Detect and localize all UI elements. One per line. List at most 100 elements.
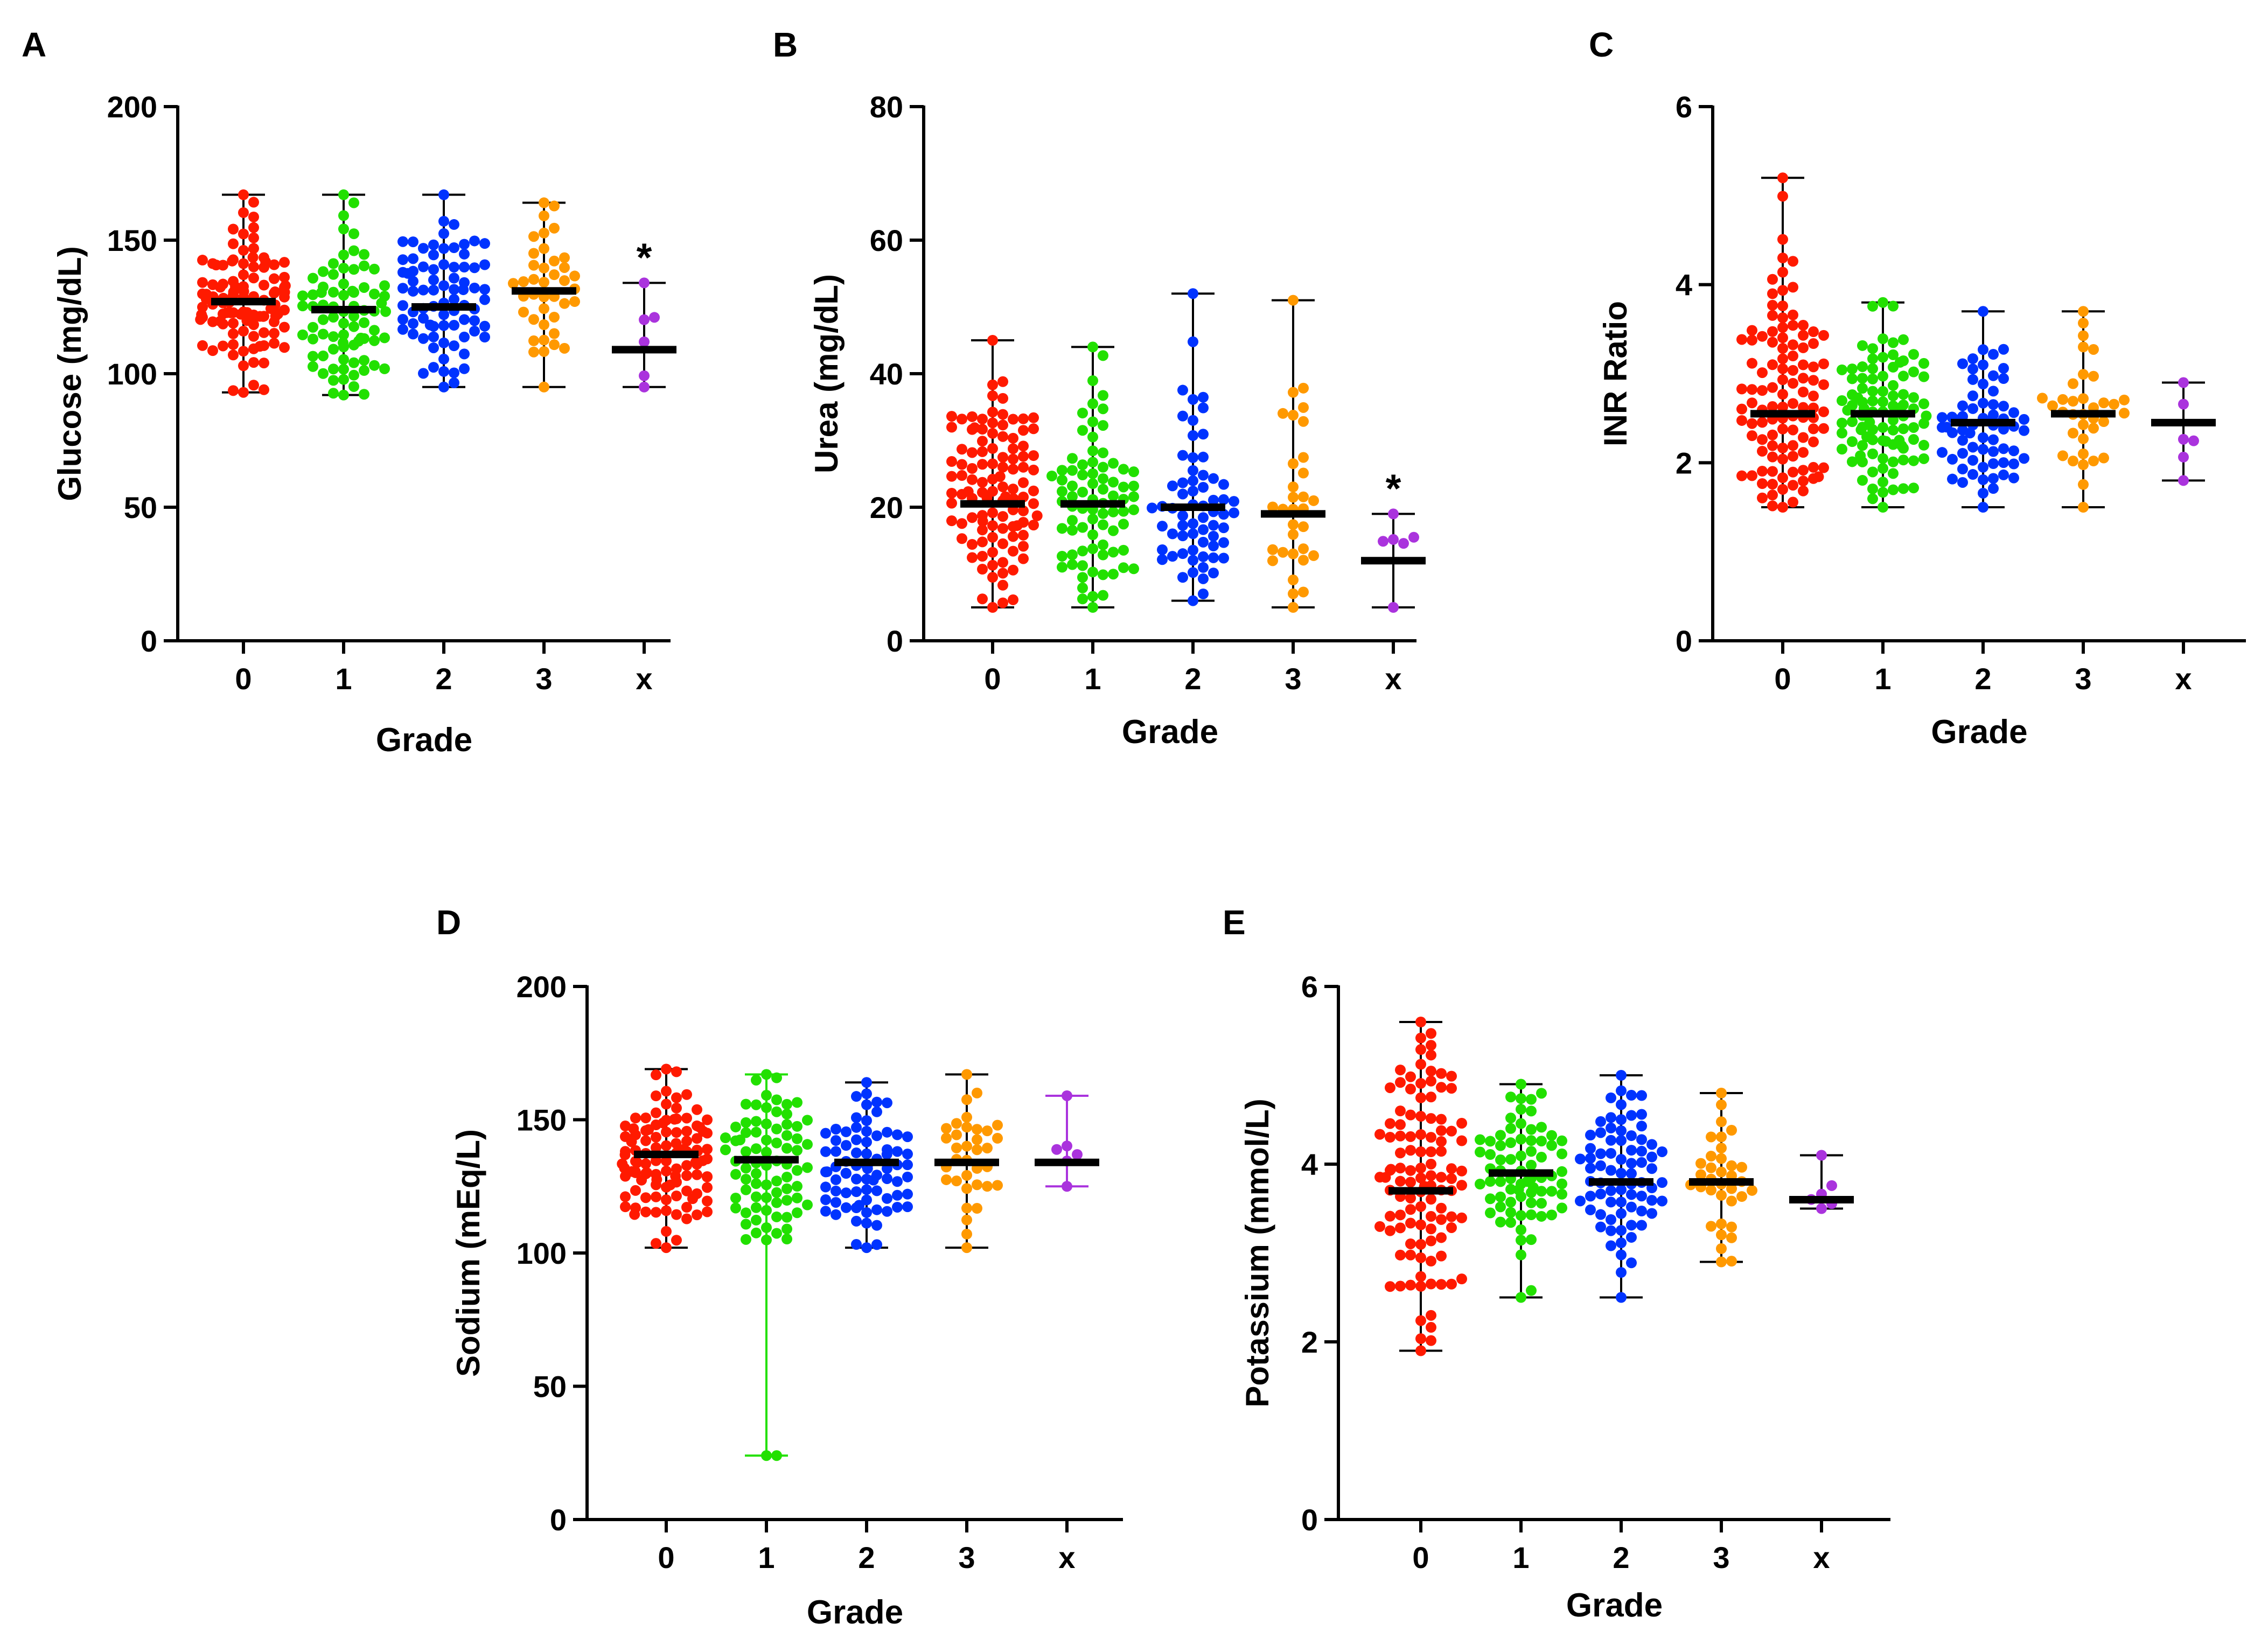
data-point	[2178, 398, 2189, 410]
data-point	[961, 1202, 972, 1214]
data-point	[730, 1192, 741, 1203]
data-point	[1777, 353, 1788, 365]
data-point	[977, 593, 988, 605]
data-point	[338, 363, 349, 375]
data-point	[1788, 480, 1798, 491]
data-point	[1767, 274, 1778, 285]
data-point	[379, 280, 390, 291]
data-point	[2119, 394, 2130, 405]
data-point	[1767, 310, 1778, 321]
data-point	[1855, 424, 1867, 436]
data-point	[861, 1115, 872, 1126]
data-point	[761, 1069, 772, 1080]
data-point	[1864, 417, 1875, 428]
y-tick-label: 50	[124, 491, 157, 524]
data-point	[751, 1178, 762, 1189]
data-point	[248, 232, 259, 243]
data-point	[211, 260, 222, 271]
data-point	[539, 346, 549, 357]
data-point	[1888, 424, 1899, 436]
data-point	[831, 1174, 841, 1185]
data-point	[669, 1114, 680, 1125]
data-point	[347, 285, 358, 297]
data-point	[961, 1228, 972, 1240]
data-point	[1077, 522, 1088, 533]
data-point	[1526, 1146, 1537, 1157]
data-point	[977, 524, 988, 536]
data-point	[1475, 1146, 1485, 1158]
data-point	[1888, 380, 1899, 391]
data-point	[1777, 191, 1788, 202]
data-point	[1616, 1196, 1627, 1208]
data-point	[1198, 524, 1209, 535]
data-point	[892, 1146, 903, 1157]
data-point	[1077, 572, 1088, 583]
data-point	[1616, 1070, 1627, 1081]
data-point	[1908, 349, 1919, 360]
data-point	[1446, 1163, 1457, 1174]
data-point	[238, 286, 249, 297]
data-point	[348, 357, 359, 368]
data-point	[882, 1097, 892, 1109]
data-point	[1777, 472, 1788, 484]
data-point	[987, 531, 998, 543]
data-point	[1878, 386, 1888, 397]
data-point	[2008, 407, 2019, 418]
data-point	[1208, 540, 1219, 551]
data-point	[1188, 465, 1198, 476]
data-point	[2008, 458, 2019, 470]
data-point	[871, 1204, 882, 1215]
data-point	[1018, 451, 1029, 462]
data-point	[1798, 485, 1809, 496]
data-point	[1436, 1279, 1447, 1290]
data-point	[720, 1144, 731, 1156]
data-point	[1536, 1210, 1547, 1222]
data-point	[1028, 423, 1039, 435]
data-point	[1716, 1153, 1727, 1164]
series-grade-1	[1837, 297, 1932, 513]
data-point	[972, 1124, 982, 1135]
x-tick-label: x	[2175, 662, 2192, 696]
data-point	[1867, 363, 1878, 374]
series-grade-1	[297, 189, 391, 401]
data-point	[792, 1121, 802, 1132]
data-point	[1288, 588, 1299, 599]
data-point	[658, 1117, 669, 1129]
data-point	[1767, 440, 1778, 451]
data-point	[438, 320, 449, 331]
data-point	[1426, 1066, 1436, 1077]
data-point	[449, 242, 459, 254]
data-point	[1716, 1099, 1727, 1110]
data-point	[1415, 1172, 1426, 1184]
data-point	[228, 385, 239, 396]
data-point	[1988, 473, 1999, 484]
data-point	[2178, 451, 2189, 463]
data-point	[977, 436, 988, 447]
x-tick-label: 1	[1512, 1541, 1529, 1574]
data-point	[661, 1226, 672, 1237]
data-point	[218, 340, 228, 352]
data-point	[792, 1207, 802, 1219]
data-point	[1636, 1090, 1647, 1101]
data-point	[1218, 479, 1229, 490]
data-point	[1837, 417, 1847, 429]
data-point	[1008, 594, 1018, 605]
data-point	[1585, 1130, 1596, 1141]
data-point	[1298, 402, 1309, 413]
data-point	[1495, 1191, 1506, 1202]
data-point	[297, 300, 308, 312]
data-point	[1208, 530, 1219, 542]
data-point	[1606, 1185, 1616, 1196]
data-point	[1385, 1132, 1395, 1143]
data-point	[761, 1192, 772, 1203]
data-point	[1716, 1243, 1727, 1254]
data-point	[469, 235, 480, 247]
data-point	[1777, 401, 1788, 412]
data-point	[259, 279, 269, 291]
data-point	[1908, 366, 1919, 377]
data-point	[539, 243, 549, 254]
data-point	[1008, 464, 1018, 475]
data-point	[741, 1219, 751, 1230]
data-point	[1198, 391, 1209, 403]
data-point	[892, 1201, 903, 1213]
